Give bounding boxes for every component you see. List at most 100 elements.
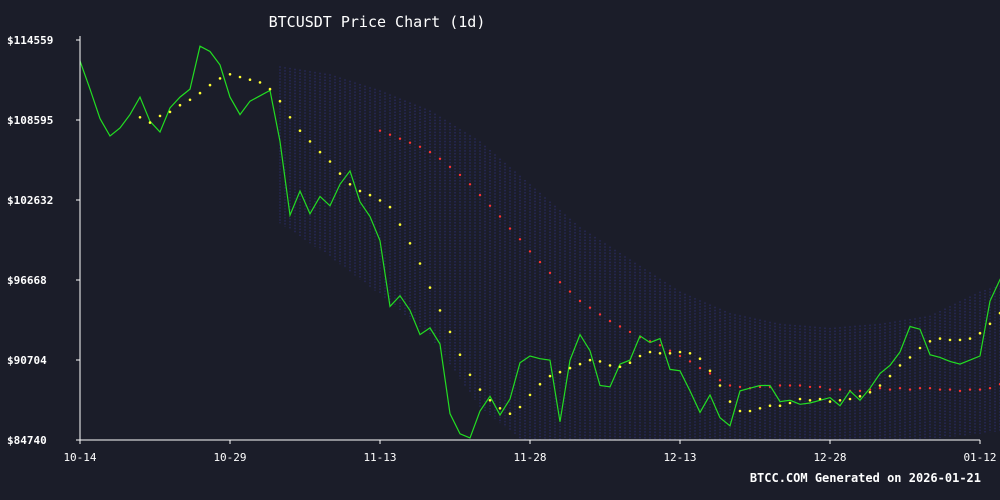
sma-short-point: [838, 399, 842, 402]
sma-long-point: [408, 141, 412, 144]
sma-long-point: [778, 384, 782, 387]
sma-short-point: [208, 83, 212, 87]
sma-long-point: [568, 290, 572, 293]
sma-long-point: [398, 137, 402, 140]
sma-short-point: [418, 262, 422, 265]
sma-short-point: [198, 91, 202, 95]
sma-short-point: [878, 384, 882, 387]
sma-short-point: [218, 77, 222, 80]
sma-short-point: [248, 78, 252, 81]
sma-short-point: [138, 116, 142, 119]
sma-long-point: [878, 387, 882, 390]
sma-short-point: [178, 103, 182, 107]
sma-short-point: [898, 364, 902, 367]
y-tick-label: $102632: [7, 194, 53, 207]
sma-short-point: [738, 409, 742, 413]
sma-long-point: [558, 281, 562, 284]
sma-short-point: [158, 114, 162, 118]
chart-title: BTCUSDT Price Chart (1d): [269, 13, 486, 31]
x-tick-label: 10-14: [63, 451, 96, 464]
sma-short-point: [548, 374, 552, 378]
sma-short-point: [488, 399, 492, 402]
sma-long-point: [858, 389, 862, 393]
sma-long-point: [528, 250, 532, 253]
sma-short-point: [848, 397, 852, 401]
sma-long-point: [438, 157, 442, 160]
sma-short-point: [628, 361, 632, 365]
sma-short-point: [348, 183, 352, 186]
sma-short-point: [638, 354, 642, 358]
sma-short-point: [258, 81, 262, 84]
sma-short-point: [668, 352, 672, 355]
sma-short-point: [788, 401, 792, 405]
sma-long-point: [898, 387, 902, 390]
sma-short-point: [688, 352, 692, 355]
band-layer: [279, 66, 1000, 440]
sma-short-point: [268, 87, 272, 91]
sma-short-point: [468, 373, 472, 377]
sma-long-point: [448, 165, 452, 169]
sma-long-point: [698, 366, 702, 370]
sma-short-point: [968, 337, 972, 340]
sma-long-point: [618, 325, 622, 328]
sma-long-point: [468, 183, 472, 186]
sma-short-point: [288, 116, 292, 119]
y-tick-label: $108595: [7, 114, 53, 127]
sma-short-point: [918, 346, 922, 350]
sma-long-point: [488, 204, 492, 207]
sma-short-point: [988, 322, 992, 326]
sma-short-point: [958, 338, 962, 342]
sma-short-point: [318, 150, 322, 154]
sma-short-point: [708, 369, 712, 373]
sma-long-point: [808, 385, 812, 389]
sma-short-point: [438, 309, 442, 312]
sma-short-point: [498, 407, 502, 410]
x-tick-label: 11-13: [363, 451, 396, 464]
sma-short-point: [608, 364, 612, 367]
sma-long-point: [918, 387, 922, 390]
sma-long-point: [458, 173, 462, 177]
x-tick-label: 11-28: [513, 451, 546, 464]
series-layer: [79, 45, 1000, 439]
sma-short-point: [858, 395, 862, 398]
sma-short-point: [278, 99, 282, 103]
sma-short-point: [508, 412, 512, 416]
sma-short-point: [398, 223, 402, 226]
sma-long-point: [388, 133, 392, 136]
sma-short-point: [658, 352, 662, 355]
sma-short-point: [948, 338, 952, 342]
sma-short-point: [518, 405, 522, 409]
sma-long-point: [588, 306, 592, 309]
sma-long-point: [668, 349, 672, 352]
sma-long-point: [518, 238, 522, 241]
sma-short-point: [778, 404, 782, 408]
sma-short-point: [578, 362, 582, 366]
sma-long-point: [608, 319, 612, 323]
sma-long-point: [728, 384, 732, 387]
sma-short-point: [618, 365, 622, 369]
sma-long-point: [658, 344, 662, 347]
sma-short-point: [928, 340, 932, 343]
sma-long-point: [418, 145, 422, 148]
x-tick-label: 12-13: [663, 451, 696, 464]
sma-long-point: [938, 388, 942, 391]
sma-long-point: [948, 388, 952, 391]
sma-long-point: [988, 387, 992, 390]
sma-long-point: [758, 385, 762, 389]
sma-short-point: [818, 397, 822, 401]
sma-short-point: [388, 205, 392, 209]
sma-short-point: [808, 399, 812, 402]
sma-long-point: [798, 384, 802, 387]
sma-short-point: [938, 337, 942, 340]
sma-short-point: [648, 350, 652, 354]
sma-short-point: [228, 73, 232, 76]
sma-short-point: [598, 360, 602, 363]
price-line: [79, 45, 1000, 439]
sma-long-point: [498, 215, 502, 218]
x-tick-label: 01-12: [963, 451, 996, 464]
sma-short-point: [678, 350, 682, 354]
sma-short-point: [378, 199, 382, 202]
sma-short-point: [358, 189, 362, 193]
sma-long-point: [678, 354, 682, 358]
